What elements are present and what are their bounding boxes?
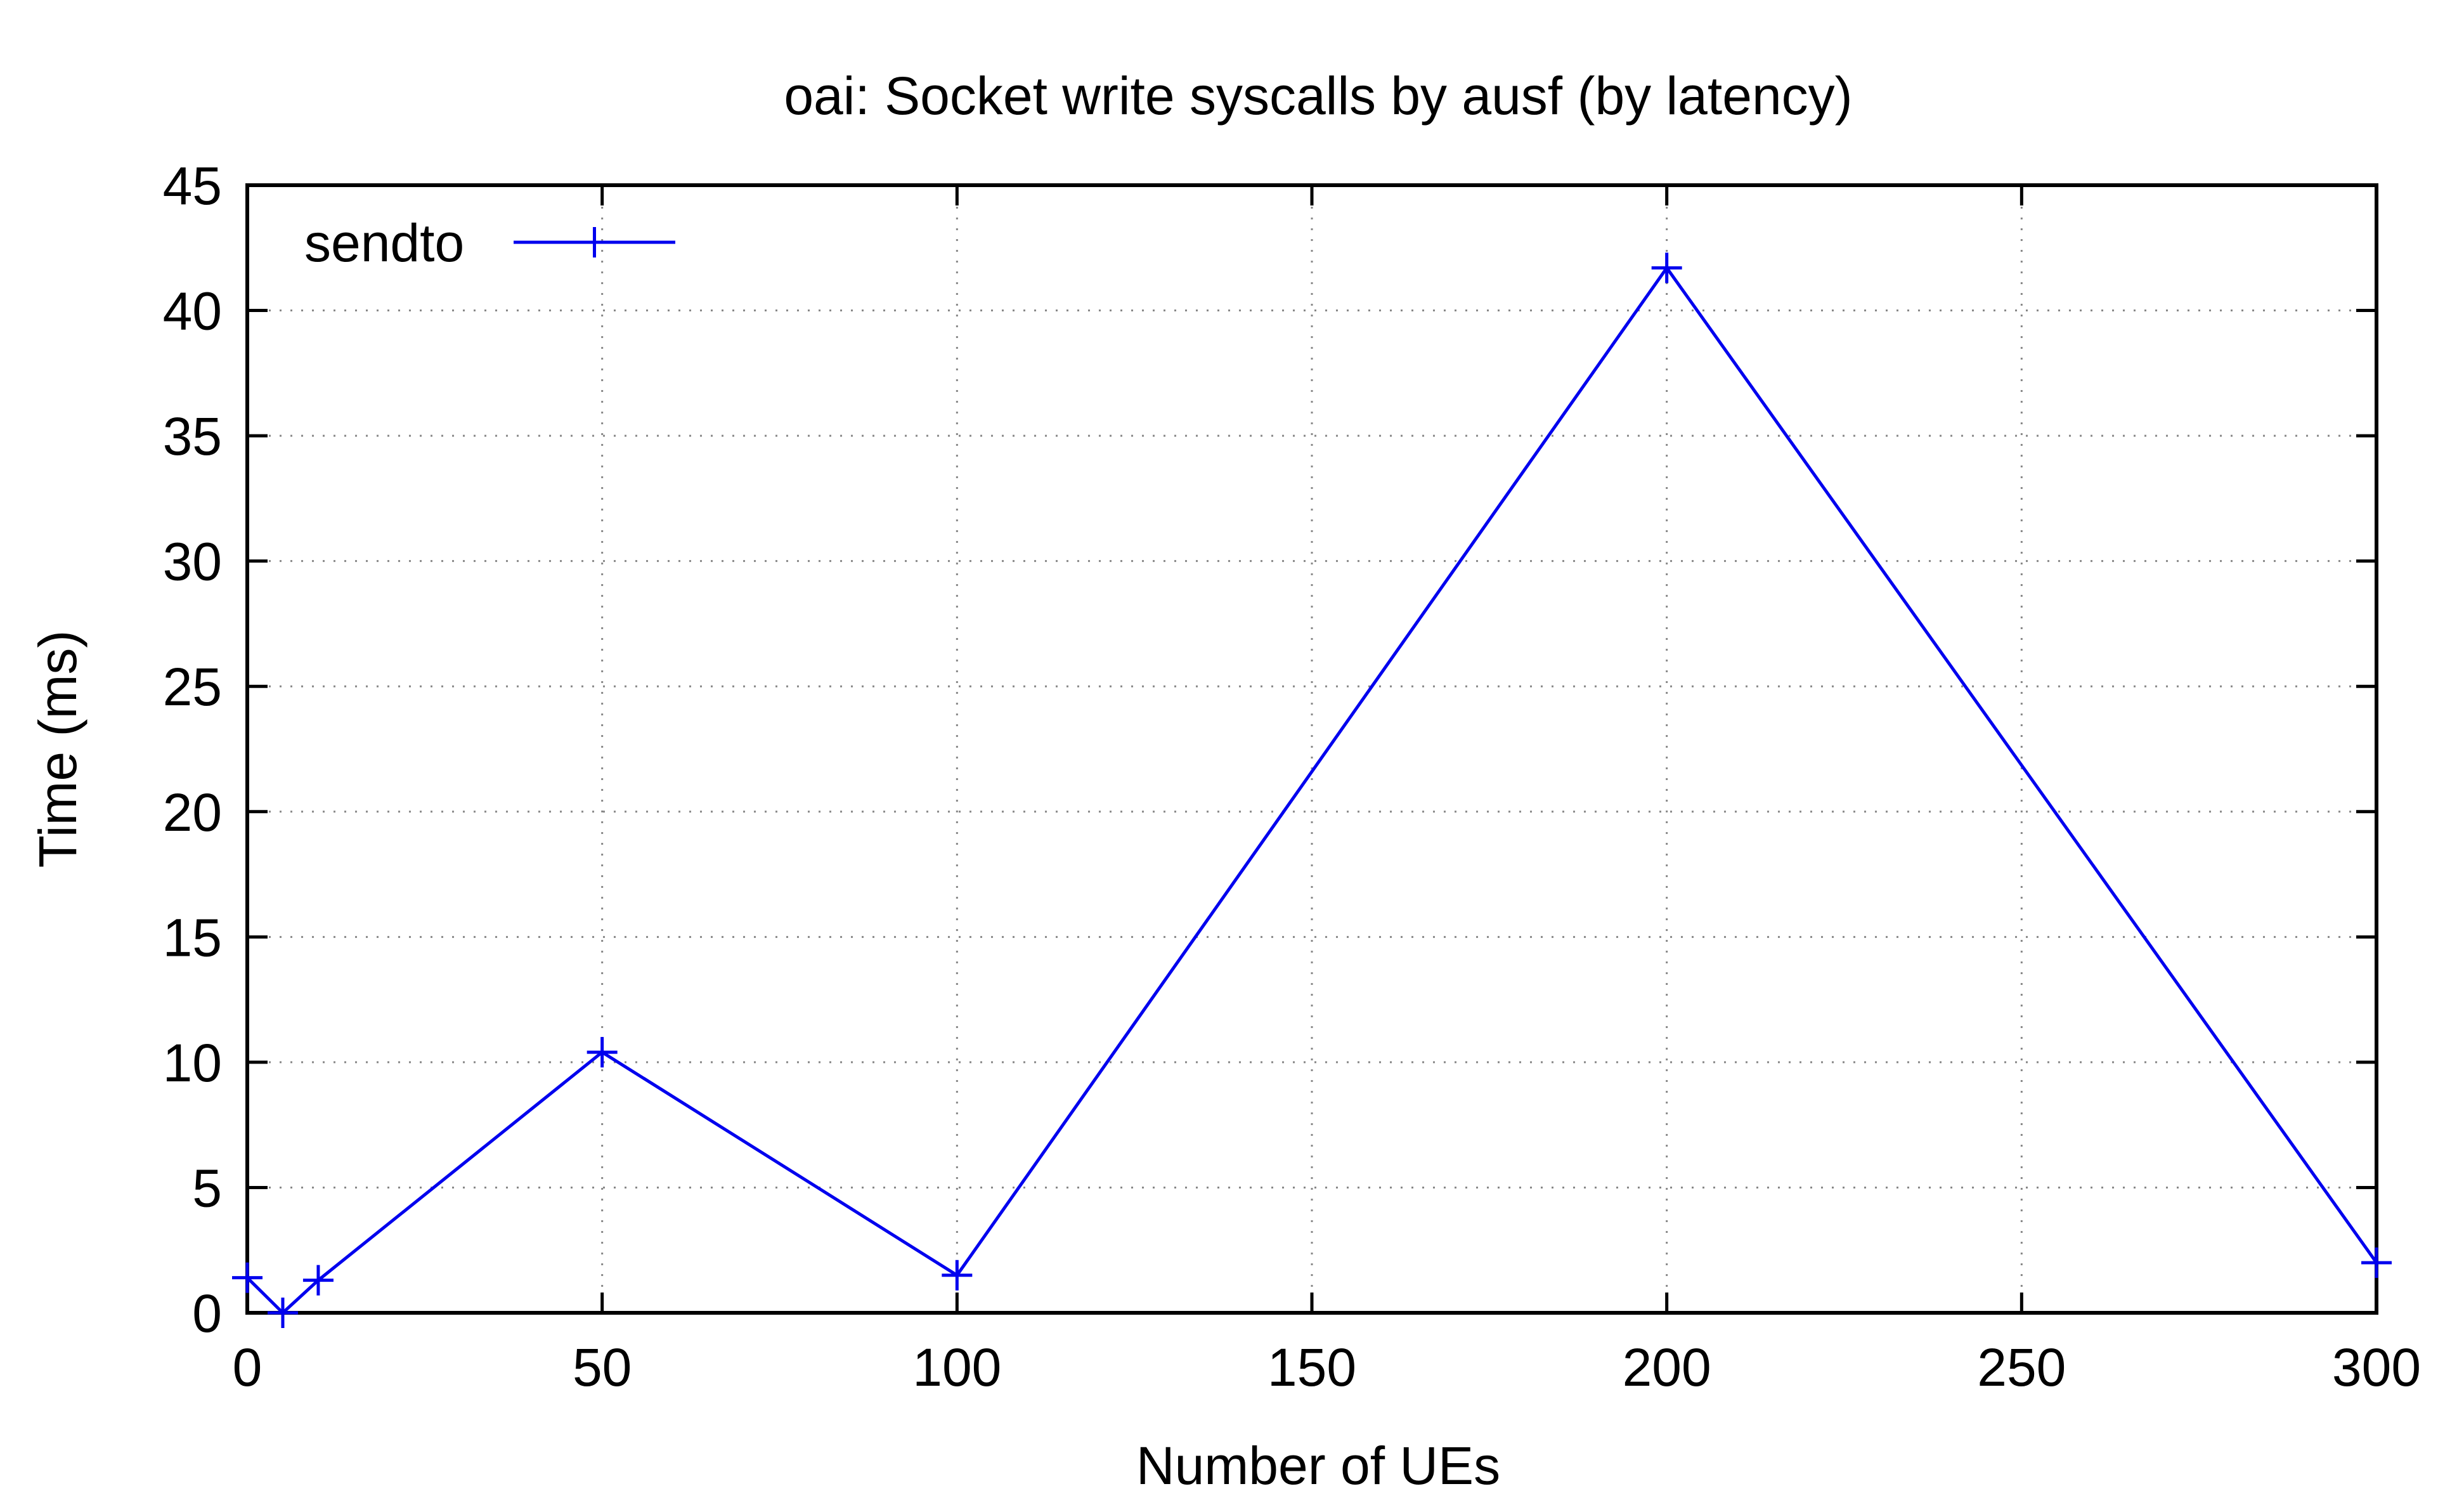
x-tick-label: 300: [2332, 1338, 2421, 1397]
x-axis-title: Number of UEs: [1136, 1436, 1500, 1495]
y-tick-label: 15: [163, 908, 222, 967]
y-tick-label: 30: [163, 532, 222, 592]
plot-frame: [245, 183, 2378, 1315]
y-tick-label: 35: [163, 407, 222, 466]
y-tick-label: 20: [163, 783, 222, 842]
y-tick-label: 45: [163, 156, 222, 216]
y-tick-label: 5: [192, 1158, 222, 1218]
y-tick-label: 40: [163, 282, 222, 341]
data-point-sendto-5: [267, 1298, 298, 1328]
chart-title: oai: Socket write syscalls by ausf (by l…: [784, 66, 1852, 126]
x-tick-label: 0: [233, 1338, 263, 1397]
data-point-sendto-10: [302, 1265, 334, 1296]
data-point-sendto-0: [232, 1262, 263, 1293]
y-tick-label: 0: [192, 1284, 222, 1343]
y-tick-labels: 0 5 10 15 20 25 30 35 40 45: [163, 156, 222, 1343]
data-point-sendto-50: [587, 1037, 618, 1068]
x-tick-label: 50: [573, 1338, 632, 1397]
x-tick-label: 150: [1268, 1338, 1356, 1397]
data-point-sendto-300: [2361, 1247, 2392, 1278]
legend-label-sendto: sendto: [304, 213, 464, 273]
y-axis-title: Time (ms): [28, 630, 88, 868]
data-point-sendto-100: [942, 1260, 973, 1291]
y-tick-label: 25: [163, 657, 222, 717]
legend-marker-sendto: [579, 227, 610, 257]
x-tick-label: 100: [912, 1338, 1001, 1397]
legend: sendto: [304, 213, 675, 273]
series-layer: [232, 252, 2392, 1328]
x-tick-label: 200: [1623, 1338, 1711, 1397]
data-point-sendto-200: [1651, 252, 1682, 283]
grid: [247, 185, 2376, 1313]
y-tick-label: 10: [163, 1033, 222, 1093]
x-tick-label: 250: [1977, 1338, 2066, 1397]
x-tick-labels: 0 50 100 150 200 250 300: [233, 1338, 2421, 1397]
